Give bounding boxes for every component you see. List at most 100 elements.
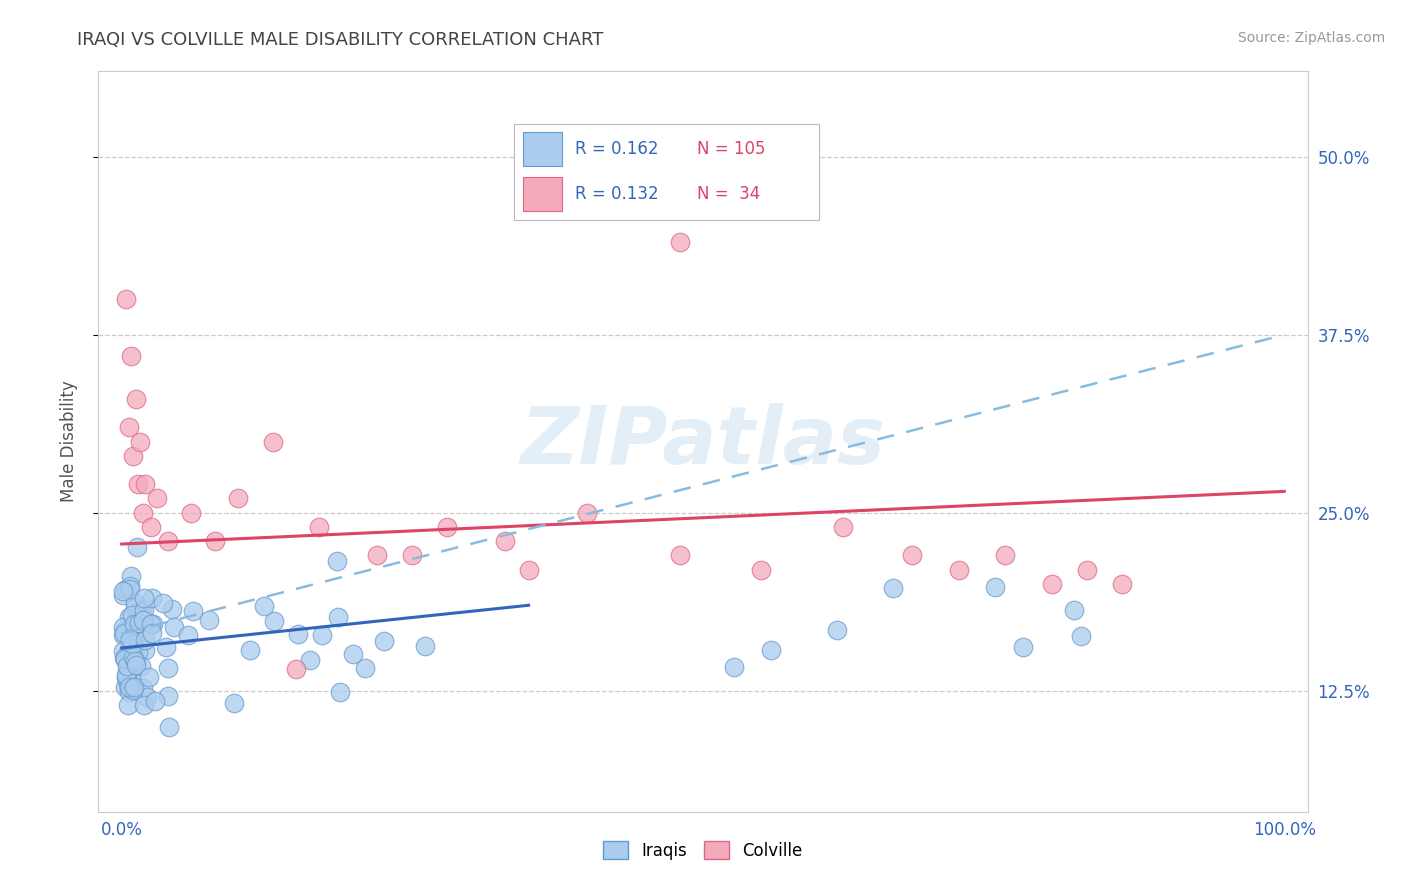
Point xyxy=(112,650,135,665)
Point xyxy=(342,647,364,661)
Point xyxy=(117,659,139,673)
Point xyxy=(253,599,276,614)
Point xyxy=(121,672,143,686)
Point xyxy=(326,554,349,568)
Point xyxy=(134,698,156,713)
Point xyxy=(112,626,135,640)
Point xyxy=(749,563,772,577)
Point xyxy=(122,629,145,643)
Point xyxy=(111,628,134,642)
Point xyxy=(263,614,285,628)
Point xyxy=(118,680,141,694)
Point xyxy=(111,589,134,603)
Point xyxy=(157,689,180,703)
Point xyxy=(124,619,146,633)
Point xyxy=(1040,577,1063,591)
Point xyxy=(668,235,690,250)
Point xyxy=(287,627,309,641)
Point xyxy=(111,584,134,599)
Point xyxy=(132,603,155,617)
Point xyxy=(118,685,141,699)
Point xyxy=(118,648,141,663)
Point xyxy=(134,477,156,491)
Point xyxy=(124,680,146,694)
Point xyxy=(115,671,138,685)
Point xyxy=(139,617,162,632)
Text: R = 0.132: R = 0.132 xyxy=(575,185,658,202)
Point xyxy=(114,680,136,694)
Point xyxy=(127,635,149,649)
Point xyxy=(118,420,141,434)
Point xyxy=(128,616,150,631)
Point xyxy=(901,549,924,563)
Text: R = 0.162: R = 0.162 xyxy=(575,140,658,158)
Point xyxy=(111,619,134,633)
Point xyxy=(373,633,395,648)
Point xyxy=(517,563,540,577)
Point xyxy=(124,601,146,615)
Point xyxy=(668,549,690,563)
Point xyxy=(948,563,970,577)
Point xyxy=(115,292,138,306)
Point xyxy=(882,581,904,595)
Point xyxy=(354,661,377,675)
Point xyxy=(129,434,152,449)
Point xyxy=(157,534,180,549)
Point xyxy=(311,628,333,642)
Legend: Iraqis, Colville: Iraqis, Colville xyxy=(596,835,810,866)
Point xyxy=(308,520,330,534)
Point xyxy=(413,639,436,653)
Text: IRAQI VS COLVILLE MALE DISABILITY CORRELATION CHART: IRAQI VS COLVILLE MALE DISABILITY CORREL… xyxy=(77,31,603,49)
Bar xyxy=(523,178,562,211)
Point xyxy=(124,654,146,668)
Point xyxy=(120,568,142,582)
Point xyxy=(121,607,143,622)
Point xyxy=(163,620,186,634)
Point xyxy=(120,349,142,363)
Point xyxy=(118,582,141,596)
Point xyxy=(120,632,142,646)
Point xyxy=(125,657,148,672)
Point xyxy=(298,653,321,667)
Point xyxy=(132,612,155,626)
Point xyxy=(114,623,136,637)
Point xyxy=(121,682,143,697)
Point xyxy=(122,653,145,667)
Point xyxy=(239,643,262,657)
Point xyxy=(723,660,745,674)
Point xyxy=(122,681,145,696)
Point xyxy=(575,506,598,520)
Point xyxy=(127,645,149,659)
Point xyxy=(142,616,165,631)
Point xyxy=(155,640,177,654)
Point xyxy=(114,668,136,682)
Text: N = 105: N = 105 xyxy=(696,140,765,158)
Point xyxy=(135,690,157,705)
Point xyxy=(436,520,458,534)
Point xyxy=(329,685,352,699)
Point xyxy=(157,720,180,734)
Point xyxy=(759,643,782,657)
Point xyxy=(121,637,143,651)
Point xyxy=(285,662,308,676)
Point xyxy=(114,582,136,597)
Point xyxy=(1070,629,1092,643)
Point xyxy=(183,604,205,618)
Text: ZIPatlas: ZIPatlas xyxy=(520,402,886,481)
Point xyxy=(121,658,143,673)
Point xyxy=(204,534,226,549)
Point xyxy=(117,674,139,689)
Point xyxy=(180,506,202,520)
Point xyxy=(114,652,136,666)
Point xyxy=(160,602,183,616)
Point xyxy=(326,609,349,624)
Point xyxy=(198,613,221,627)
Point xyxy=(366,549,388,563)
Point xyxy=(152,596,174,610)
Point xyxy=(984,580,1007,594)
Point xyxy=(139,520,162,534)
Point xyxy=(226,491,249,506)
Point xyxy=(831,520,853,534)
Point xyxy=(120,627,142,641)
Point xyxy=(131,506,153,520)
